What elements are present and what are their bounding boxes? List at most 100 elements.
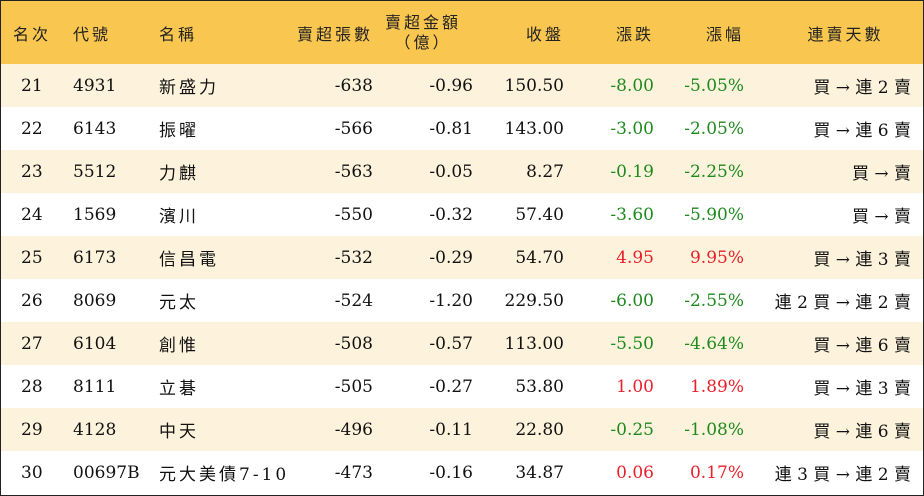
cell-close: 150.50 xyxy=(504,75,564,96)
cell-change: 4.95 xyxy=(616,247,654,268)
cell-net-sell-volume: -524 xyxy=(334,290,373,311)
table-row[interactable]: 23 5512 力麒 -563 -0.05 8.27 -0.19 -2.25% 買 → 賣 xyxy=(1,150,923,193)
cell-consecutive-days: 買 → 連 6 賣 xyxy=(813,422,911,442)
table-row[interactable]: 24 1569 濱川 -550 -0.32 57.40 -3.60 -5.90% 買 → 賣 xyxy=(1,193,923,236)
cell-rank: 22 xyxy=(21,118,43,139)
cell-code: 6173 xyxy=(73,247,117,268)
cell-consecutive-days: 買 → 賣 xyxy=(851,164,911,184)
cell-name: 振曜 xyxy=(159,121,199,141)
cell-name: 濱川 xyxy=(159,207,199,227)
cell-rank: 24 xyxy=(21,204,43,225)
cell-rank: 28 xyxy=(21,376,43,397)
cell-net-sell-volume: -563 xyxy=(334,161,373,182)
cell-close: 54.70 xyxy=(515,247,564,268)
cell-code: 4128 xyxy=(73,419,117,440)
cell-consecutive-days: 買 → 賣 xyxy=(851,207,911,227)
cell-change: -0.25 xyxy=(610,419,654,440)
header-net-sell-volume[interactable]: 賣超張數 xyxy=(296,24,373,44)
table-row[interactable]: 21 4931 新盛力 -638 -0.96 150.50 -8.00 -5.05% 買 → 連… xyxy=(1,64,923,107)
cell-code: 1569 xyxy=(73,204,117,225)
cell-change-pct: -5.90% xyxy=(684,204,744,225)
header-consecutive-days[interactable]: 連賣天數 xyxy=(807,24,884,44)
table-row[interactable]: 30 00697B 元大美債7-10 -473 -0.16 34.87 0.06 0.17% 連… xyxy=(1,451,923,494)
cell-close: 57.40 xyxy=(515,204,564,225)
cell-consecutive-days: 連 2 買 → 連 2 賣 xyxy=(774,293,911,313)
cell-close: 8.27 xyxy=(526,161,564,182)
cell-close: 53.80 xyxy=(515,376,564,397)
cell-net-sell-amount: -0.57 xyxy=(429,333,473,354)
cell-consecutive-days: 買 → 連 3 賣 xyxy=(813,379,911,399)
cell-rank: 23 xyxy=(21,161,43,182)
cell-consecutive-days: 買 → 連 6 賣 xyxy=(813,121,911,141)
cell-consecutive-days: 買 → 連 2 賣 xyxy=(813,78,911,98)
table-row[interactable]: 25 6173 信昌電 -532 -0.29 54.70 4.95 9.95% 買 → 連 3 … xyxy=(1,236,923,279)
table-row[interactable]: 28 8111 立碁 -505 -0.27 53.80 1.00 1.89% 買 → 連 3 賣 xyxy=(1,365,923,408)
cell-change: 0.06 xyxy=(616,462,654,483)
cell-net-sell-amount: -0.16 xyxy=(429,462,473,483)
cell-change: -5.50 xyxy=(610,333,654,354)
header-net-sell-amount[interactable]: 賣超金額 （億） xyxy=(373,13,473,53)
cell-change: 1.00 xyxy=(616,376,654,397)
cell-change-pct: -1.08% xyxy=(684,419,744,440)
cell-code: 6104 xyxy=(73,333,117,354)
table-row[interactable]: 22 6143 振曜 -566 -0.81 143.00 -3.00 -2.05% 買 → 連 … xyxy=(1,107,923,150)
cell-name: 元大美債7-10 xyxy=(159,465,290,485)
cell-net-sell-amount: -0.27 xyxy=(429,376,473,397)
cell-name: 信昌電 xyxy=(159,250,219,270)
cell-close: 229.50 xyxy=(504,290,564,311)
cell-change: -3.00 xyxy=(610,118,654,139)
cell-rank: 26 xyxy=(21,290,43,311)
cell-code: 4931 xyxy=(73,75,117,96)
header-net-sell-amount-unit: （億） xyxy=(394,32,452,52)
table-row[interactable]: 26 8069 元太 -524 -1.20 229.50 -6.00 -2.55% 連 2 買 … xyxy=(1,279,923,322)
cell-change: -8.00 xyxy=(610,75,654,96)
cell-name: 力麒 xyxy=(159,164,199,184)
header-rank[interactable]: 名次 xyxy=(13,24,52,44)
cell-consecutive-days: 買 → 連 3 賣 xyxy=(813,250,911,270)
cell-net-sell-amount: -0.11 xyxy=(429,419,473,440)
cell-consecutive-days: 連 3 買 → 連 2 賣 xyxy=(774,465,911,485)
cell-code: 6143 xyxy=(73,118,117,139)
cell-rank: 29 xyxy=(21,419,43,440)
cell-change: -6.00 xyxy=(610,290,654,311)
cell-net-sell-volume: -496 xyxy=(334,419,373,440)
cell-net-sell-volume: -508 xyxy=(334,333,373,354)
table-row[interactable]: 29 4128 中天 -496 -0.11 22.80 -0.25 -1.08% 買 → 連 6… xyxy=(1,408,923,451)
cell-change-pct: -2.05% xyxy=(684,118,744,139)
header-change-pct[interactable]: 漲幅 xyxy=(705,24,744,44)
cell-net-sell-amount: -1.20 xyxy=(429,290,473,311)
cell-code: 8069 xyxy=(73,290,117,311)
cell-name: 元太 xyxy=(159,293,199,313)
cell-net-sell-amount: -0.96 xyxy=(429,75,473,96)
header-code[interactable]: 代號 xyxy=(73,24,112,44)
table-body: 21 4931 新盛力 -638 -0.96 150.50 -8.00 -5.05% 買 → 連… xyxy=(1,64,923,494)
cell-close: 113.00 xyxy=(504,333,564,354)
cell-change-pct: -5.05% xyxy=(684,75,744,96)
cell-rank: 21 xyxy=(21,75,43,96)
header-net-sell-amount-label: 賣超金額 xyxy=(384,12,461,32)
cell-net-sell-volume: -566 xyxy=(334,118,373,139)
cell-name: 立碁 xyxy=(159,379,199,399)
header-change[interactable]: 漲跌 xyxy=(615,24,654,44)
cell-name: 新盛力 xyxy=(159,78,219,98)
cell-change: -0.19 xyxy=(610,161,654,182)
cell-change-pct: -2.55% xyxy=(684,290,744,311)
cell-code: 5512 xyxy=(73,161,117,182)
cell-change-pct: 9.95% xyxy=(689,247,744,268)
cell-net-sell-volume: -473 xyxy=(334,462,373,483)
table-header-row: 名次 代號 名稱 賣超張數 賣超金額 （億） 收盤 漲跌 漲幅 連賣天數 xyxy=(1,1,923,64)
header-name[interactable]: 名稱 xyxy=(159,24,198,44)
cell-net-sell-amount: -0.81 xyxy=(429,118,473,139)
cell-close: 34.87 xyxy=(515,462,564,483)
cell-net-sell-volume: -550 xyxy=(334,204,373,225)
cell-name: 創惟 xyxy=(159,336,199,356)
header-close[interactable]: 收盤 xyxy=(525,24,564,44)
cell-change-pct: -2.25% xyxy=(684,161,744,182)
cell-net-sell-amount: -0.32 xyxy=(429,204,473,225)
table-row[interactable]: 27 6104 創惟 -508 -0.57 113.00 -5.50 -4.64% 買 → 連 … xyxy=(1,322,923,365)
cell-consecutive-days: 買 → 連 6 賣 xyxy=(813,336,911,356)
cell-rank: 27 xyxy=(21,333,43,354)
cell-close: 22.80 xyxy=(515,419,564,440)
cell-name: 中天 xyxy=(159,422,199,442)
